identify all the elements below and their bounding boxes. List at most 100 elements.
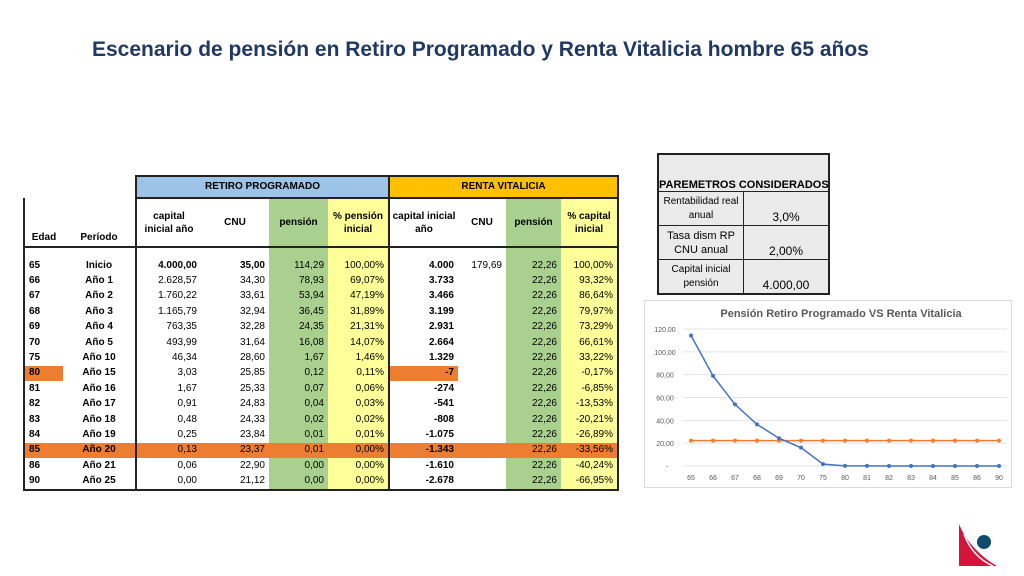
x-tick-label: 69 [775,475,783,482]
chart-title: Pensión Retiro Programado VS Renta Vital… [720,308,962,320]
table-cell: 81 [23,381,63,397]
page-title: Escenario de pensión en Retiro Programad… [92,38,869,61]
param-value: 2,00% [743,225,830,260]
table-cell: 34,30 [239,275,265,287]
data-point [733,402,737,407]
table-cell: 16,08 [269,334,328,351]
table-cell: 4.000 [428,259,454,271]
table-cell: 0,01% [328,427,390,443]
x-tick-label: 68 [753,475,761,482]
data-point [931,438,935,443]
table-cell: 0,00 [269,458,328,474]
parameters-table: PAREMETROS CONSIDERADOS Rentabilidad rea… [657,153,830,295]
data-point [931,463,935,468]
table-cell: 22,26 [506,458,561,474]
table-cell: 0,13 [136,442,201,459]
table-cell [458,273,506,288]
table-cell [458,350,506,365]
table-cell: 28,60 [239,352,265,364]
table-cell: -13,53% [561,396,620,412]
table-cell: -66,95% [561,473,620,491]
table-cell: Año 5 [63,334,137,351]
table-cell: 22,26 [506,304,561,320]
x-tick-label: 75 [819,475,827,482]
table-row: 67 Año 2 1.760,22 33,61 53,94 47,19% 3.466 22,2… [23,288,620,305]
column-header: capital inicial año [136,198,201,248]
table-cell: 47,19% [328,288,390,305]
table-cell [458,366,506,381]
table-cell: 3.733 [428,275,454,287]
table-cell: 100,00% [328,258,390,274]
table-cell: 1.165,79 [158,305,197,317]
data-point [733,438,737,443]
data-point [975,464,979,468]
param-label: Tasa dism RP CNU anual [657,225,744,260]
table-cell: 24,35 [269,319,328,335]
table-cell: 2.664 [428,336,454,348]
table-cell: 22,26 [506,473,561,491]
table-cell [458,381,506,396]
table-cell: 67 [23,288,63,305]
table-cell: 114,29 [269,258,328,274]
table-cell: 46,34 [171,352,197,364]
table-cell: 35,00 [239,259,265,271]
table-cell [458,335,506,350]
data-point [799,445,803,450]
table-cell: 23,84 [239,428,265,440]
data-point [689,438,693,443]
group-header-renta-vitalicia: RENTA VITALICIA [387,175,620,199]
y-tick-label: 100,00 [654,350,676,357]
table-cell: 22,26 [506,273,561,289]
table-cell: -33,56% [561,442,620,459]
data-point [821,462,825,467]
table-cell: 83 [23,411,63,428]
table-row: 69 Año 4 763,35 32,28 24,35 21,31% 2.931 22,26 7… [23,319,620,335]
table-cell: 66,61% [561,334,620,351]
table-cell: -40,24% [561,458,620,474]
data-point [865,463,869,468]
table-cell: -1.610 [425,459,454,471]
table-cell: Año 20 [63,442,137,459]
table-row: 81 Año 16 1,67 25,33 0,07 0,06% -274 22,26 -6,85… [23,381,620,397]
table-cell: 0,01 [269,442,328,459]
table-cell: 1,46% [328,350,390,366]
x-tick-label: 83 [907,475,915,482]
table-cell [458,458,506,473]
table-cell: 0,25 [177,428,197,440]
table-cell: 86 [23,458,63,474]
table-cell: 0,07 [269,381,328,397]
table-cell: 4.000,00 [158,259,197,271]
x-tick-label: 85 [951,475,959,482]
table-cell: 23,37 [201,442,269,459]
x-tick-label: 81 [863,475,871,482]
table-cell [458,320,506,335]
param-label: Capital inicial pensión [657,259,744,295]
param-value: 3,0% [743,191,830,226]
data-point [711,438,715,443]
table-cell: Año 1 [63,273,137,289]
data-point [843,463,847,468]
series-line [690,335,999,467]
data-point [865,438,869,443]
pension-chart: Pensión Retiro Programado VS Renta Vital… [644,300,1012,488]
table-cell: 763,35 [166,321,197,333]
table-cell: 80 [23,365,63,382]
x-tick-label: 90 [995,475,1003,482]
y-tick-label: 60,00 [656,396,674,403]
x-tick-label: 80 [841,475,849,482]
table-cell [458,289,506,304]
table-row: 83 Año 18 0,48 24,33 0,02 0,02% -808 22,26 -20,2… [23,411,620,428]
table-cell: 22,26 [506,381,561,397]
data-point [887,438,891,443]
table-cell: 25,85 [239,367,265,379]
data-point [887,463,891,468]
table-row: 70 Año 5 493,99 31,64 16,08 14,07% 2.664 22,26 6… [23,334,620,351]
table-cell: Año 21 [63,458,137,474]
y-tick-label: 20,00 [656,441,674,448]
data-point [909,438,913,443]
table-cell: 21,12 [201,473,269,491]
column-header: capital inicial año [389,198,458,248]
table-cell: 33,61 [239,290,265,302]
x-tick-label: 82 [885,475,893,482]
table-cell: 82 [23,396,63,412]
